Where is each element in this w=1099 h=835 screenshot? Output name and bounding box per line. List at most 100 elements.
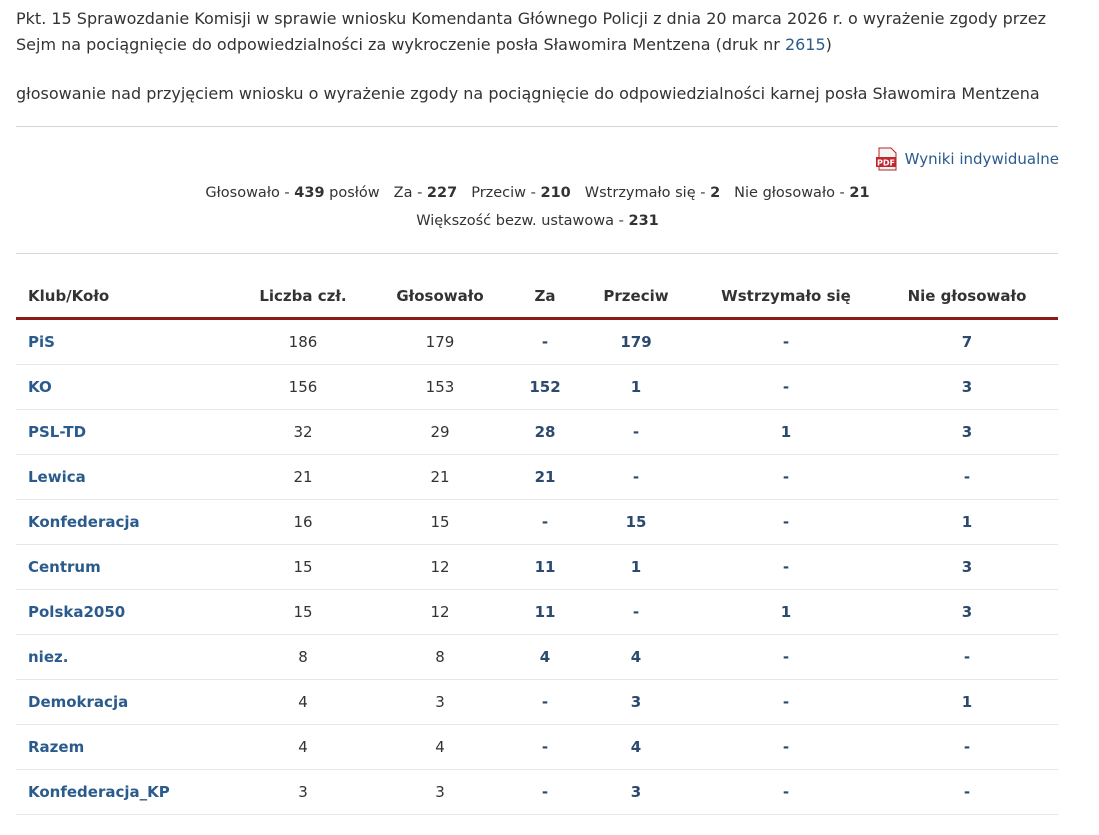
value-cell: -: [696, 544, 876, 590]
club-link[interactable]: Centrum: [28, 558, 101, 576]
club-cell: niez.: [16, 634, 240, 680]
club-cell: Konfederacja_KP: [16, 769, 240, 815]
value-cell: 4: [514, 634, 576, 680]
subtitle: głosowanie nad przyjęciem wniosku o wyra…: [16, 84, 1040, 103]
club-link[interactable]: Konfederacja_KP: [28, 783, 170, 801]
club-link[interactable]: Demokracja: [28, 693, 129, 711]
value-cell: 1: [576, 364, 696, 410]
value-cell: 11: [514, 544, 576, 590]
pdf-link-text[interactable]: Wyniki indywidualne: [904, 150, 1059, 168]
value-cell: 1: [696, 589, 876, 635]
value-cell: -: [696, 454, 876, 500]
club-link[interactable]: Lewica: [28, 468, 86, 486]
column-header: Za: [514, 275, 576, 320]
value-cell: -: [576, 589, 696, 635]
value-cell: -: [696, 634, 876, 680]
value-cell: -: [696, 679, 876, 725]
club-link[interactable]: PiS: [28, 333, 55, 351]
value-cell: 3: [876, 409, 1058, 455]
title-end: ): [825, 35, 832, 54]
table-row: Razem 4 4-4- -: [16, 724, 1058, 770]
value-cell: 29: [366, 409, 514, 455]
title: Pkt. 15 Sprawozdanie Komisji w sprawie w…: [16, 6, 1066, 58]
value-cell: -: [514, 318, 576, 365]
value-cell: -: [696, 769, 876, 815]
summary-line: Głosowało - 439 posłów Za - 227 Przeciw - …: [0, 185, 1075, 201]
club-cell: Konfederacja: [16, 499, 240, 545]
pdf-icon: PDF: [875, 147, 897, 171]
value-cell: 1: [696, 409, 876, 455]
value-cell: 11: [514, 589, 576, 635]
table-row: Polska2050 15 12 11-1 3: [16, 589, 1058, 635]
divider: [16, 253, 1058, 254]
value-cell: 152: [514, 364, 576, 410]
value-cell: -: [514, 499, 576, 545]
value-cell: 1: [876, 679, 1058, 725]
summary-label: Za -: [393, 185, 427, 201]
value-cell: -: [696, 499, 876, 545]
pdf-link[interactable]: PDF Wyniki indywidualne: [875, 147, 1059, 171]
column-header: Klub/Koło: [16, 275, 240, 320]
value-cell: -: [514, 769, 576, 815]
value-cell: 3: [366, 679, 514, 725]
column-header: Nie głosowało: [876, 275, 1058, 320]
summary-item: Głosowało - 439 posłów: [205, 185, 379, 201]
summary-value: 21: [849, 185, 870, 201]
value-cell: 28: [514, 409, 576, 455]
club-link[interactable]: KO: [28, 378, 52, 396]
club-link[interactable]: PSL-TD: [28, 423, 87, 441]
club-cell: Lewica: [16, 454, 240, 500]
summary-label: Przeciw -: [471, 185, 541, 201]
value-cell: 8: [240, 634, 366, 680]
table-row: Centrum 15 12 11 1-3: [16, 544, 1058, 590]
summary-label: Wstrzymało się -: [584, 185, 711, 201]
pdf-icon-label: PDF: [877, 159, 895, 168]
table-row: PiS 186 179-179-7: [16, 318, 1058, 365]
value-cell: 15: [240, 544, 366, 590]
value-cell: 1: [876, 499, 1058, 545]
table-row: KO 156 153 152 1-3: [16, 364, 1058, 410]
value-cell: 7: [876, 318, 1058, 365]
value-cell: 16: [240, 499, 366, 545]
value-cell: 15: [366, 499, 514, 545]
title-text: Pkt. 15 Sprawozdanie Komisji w sprawie w…: [16, 9, 1047, 54]
club-link[interactable]: Konfederacja: [28, 513, 140, 531]
value-cell: 153: [366, 364, 514, 410]
value-cell: 4: [576, 634, 696, 680]
value-cell: -: [514, 724, 576, 770]
table-row: Demokracja 4 3-3-1: [16, 679, 1058, 725]
column-header: Liczba czł.: [240, 275, 366, 320]
table-row: Lewica 21 21 21- - -: [16, 454, 1058, 500]
value-cell: -: [696, 318, 876, 365]
table-row: Konfederacja_KP 3 3-3- -: [16, 769, 1058, 815]
value-cell: -: [876, 724, 1058, 770]
club-link[interactable]: niez.: [28, 648, 69, 666]
table-row: niez. 8 8 4 4- -: [16, 634, 1058, 680]
value-cell: 4: [576, 724, 696, 770]
value-cell: 15: [576, 499, 696, 545]
value-cell: 186: [240, 318, 366, 365]
value-cell: 32: [240, 409, 366, 455]
column-header: Przeciw: [576, 275, 696, 320]
value-cell: 21: [366, 454, 514, 500]
club-cell: PSL-TD: [16, 409, 240, 455]
print-link[interactable]: 2615: [784, 35, 826, 54]
club-link[interactable]: Razem: [28, 738, 85, 756]
summary-label: Większość bezw. ustawowa -: [416, 213, 629, 229]
divider: [16, 126, 1058, 127]
value-cell: -: [576, 454, 696, 500]
summary-label: Nie głosowało -: [734, 185, 850, 201]
club-link[interactable]: Polska2050: [28, 603, 126, 621]
value-cell: -: [576, 409, 696, 455]
value-cell: 1: [576, 544, 696, 590]
summary-item: Wstrzymało się - 2: [585, 185, 720, 201]
value-cell: -: [696, 724, 876, 770]
value-cell: 156: [240, 364, 366, 410]
club-cell: PiS: [16, 318, 240, 365]
summary-item: Przeciw - 210: [471, 185, 571, 201]
value-cell: 4: [240, 679, 366, 725]
club-cell: Polska2050: [16, 589, 240, 635]
summary-unit: posłów: [324, 185, 380, 201]
club-cell: Razem: [16, 724, 240, 770]
